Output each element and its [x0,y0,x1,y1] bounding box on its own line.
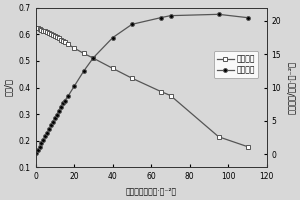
电池电压 [217,136,220,138]
功率密度 [53,117,57,119]
电池电压 [169,94,172,97]
电池电压 [92,57,95,59]
功率密度 [46,132,49,134]
功率密度 [92,56,95,59]
电池电压 [42,29,45,32]
功率密度 [72,85,76,87]
功率密度 [40,142,43,145]
功率密度 [34,152,38,154]
电池电压 [53,35,57,37]
功率密度 [63,100,66,102]
功率密度 [130,23,134,26]
电池电压 [82,52,86,55]
电池电压 [51,34,55,36]
电池电压 [34,26,38,29]
Y-axis label: 电压/伏: 电压/伏 [4,79,13,96]
X-axis label: 电流密度／（安·米⁻²）: 电流密度／（安·米⁻²） [126,187,177,196]
电池电压 [47,32,51,34]
功率密度 [44,135,47,138]
电池电压 [63,41,66,43]
电池电压 [72,47,76,49]
功率密度 [217,13,220,16]
电池电压 [246,145,249,148]
电池电压 [49,33,53,35]
Line: 电池电压: 电池电压 [34,26,250,149]
功率密度 [61,102,64,104]
电池电压 [59,38,62,41]
电池电压 [130,77,134,79]
电池电压 [55,36,59,38]
Line: 功率密度: 功率密度 [34,12,250,155]
电池电压 [61,39,64,42]
功率密度 [55,114,59,116]
电池电压 [44,30,47,33]
功率密度 [111,36,115,39]
电池电压 [36,27,39,30]
功率密度 [42,139,45,141]
功率密度 [49,124,53,127]
功率密度 [82,70,86,72]
功率密度 [59,106,62,108]
电池电压 [57,37,61,39]
电池电压 [159,90,163,93]
功率密度 [57,110,61,112]
Y-axis label: 功率密度/（瓦·米⁻²）: 功率密度/（瓦·米⁻²） [287,61,296,114]
电池电压 [38,28,41,30]
电池电压 [40,29,43,31]
功率密度 [169,14,172,17]
功率密度 [67,94,70,97]
电池电压 [67,43,70,46]
功率密度 [38,146,41,148]
功率密度 [246,16,249,19]
电池电压 [46,31,49,33]
功率密度 [47,128,51,130]
功率密度 [51,121,55,123]
Legend: 电池电压, 功率密度: 电池电压, 功率密度 [214,51,258,78]
电池电压 [111,67,115,70]
功率密度 [36,149,39,152]
功率密度 [159,16,163,19]
